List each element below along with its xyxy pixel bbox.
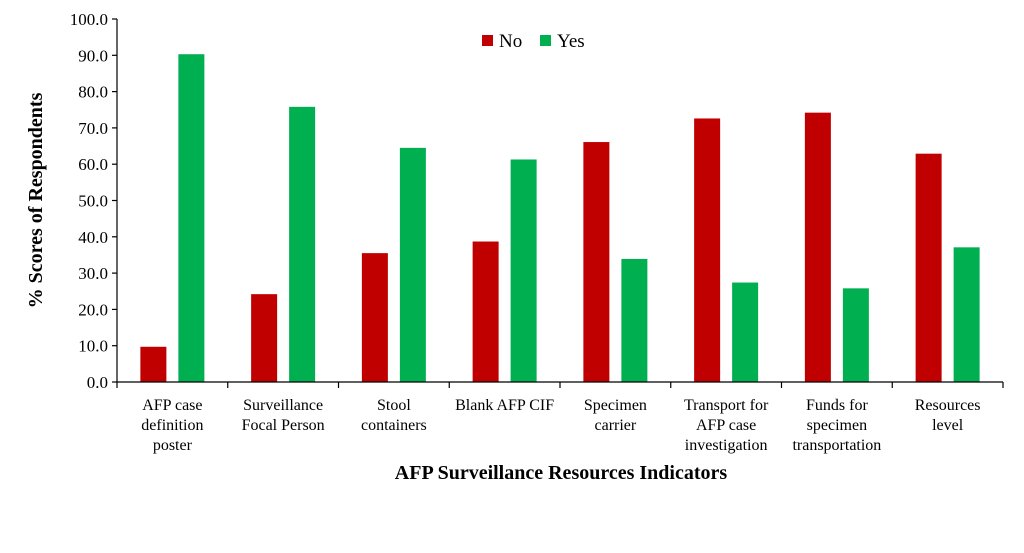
- bar-no-1: [140, 346, 167, 382]
- category-label: Surveillance Focal Person: [242, 397, 325, 434]
- y-tick-label: 50.0: [78, 192, 108, 211]
- y-axis-title: % Scores of Respondents: [25, 92, 47, 308]
- bar-no-5: [583, 142, 610, 382]
- y-tick-label: 70.0: [78, 119, 108, 138]
- category-label: Stool containers: [361, 397, 427, 434]
- bar-yes-3: [399, 147, 426, 382]
- category-label: Transport for AFP case investigation: [684, 397, 769, 454]
- x-axis-ticks: [116, 382, 1004, 388]
- bars: [140, 54, 980, 383]
- x-axis-title: AFP Surveillance Resources Indicators: [395, 462, 728, 484]
- category-label: Blank AFP CIF: [455, 397, 554, 414]
- y-tick-label: 20.0: [78, 300, 108, 319]
- legend: No Yes: [482, 31, 585, 52]
- y-tick-label: 90.0: [78, 46, 108, 65]
- bar-yes-2: [289, 106, 316, 382]
- y-tick-label: 80.0: [78, 83, 108, 102]
- bar-yes-1: [178, 54, 205, 382]
- category-label: Resources level: [915, 397, 981, 434]
- y-tick-label: 0.0: [87, 373, 108, 392]
- bar-no-3: [361, 253, 388, 382]
- bar-no-4: [472, 241, 499, 382]
- y-tick-label: 100.0: [70, 10, 108, 29]
- bar-yes-7: [842, 288, 869, 382]
- legend-label-yes: Yes: [557, 31, 585, 52]
- y-axis-ticks: 0.0 10.0 20.0 30.0 40.0 50.0 60.0 70.0 80.0 90.0 1…: [70, 10, 117, 392]
- legend-swatch-no: [482, 35, 493, 46]
- y-tick-label: 30.0: [78, 264, 108, 283]
- legend-swatch-yes: [540, 35, 551, 46]
- category-label: Funds for specimen transportation: [792, 397, 881, 454]
- bar-no-7: [804, 112, 831, 383]
- category-label: AFP case definition poster: [141, 397, 203, 454]
- y-tick-label: 10.0: [78, 337, 108, 356]
- bar-yes-6: [732, 282, 759, 382]
- bar-no-2: [251, 294, 278, 382]
- y-tick-label: 60.0: [78, 155, 108, 174]
- bar-yes-8: [953, 247, 980, 382]
- bar-yes-4: [510, 159, 537, 382]
- bar-no-8: [915, 153, 942, 382]
- bar-no-6: [694, 118, 721, 382]
- category-label: Specimen carrier: [584, 397, 647, 434]
- axes: [116, 19, 1003, 383]
- legend-label-no: No: [499, 31, 522, 52]
- category-labels: AFP case definition poster Surveillance Foca…: [141, 397, 980, 454]
- bar-yes-5: [621, 258, 648, 382]
- y-tick-label: 40.0: [78, 228, 108, 247]
